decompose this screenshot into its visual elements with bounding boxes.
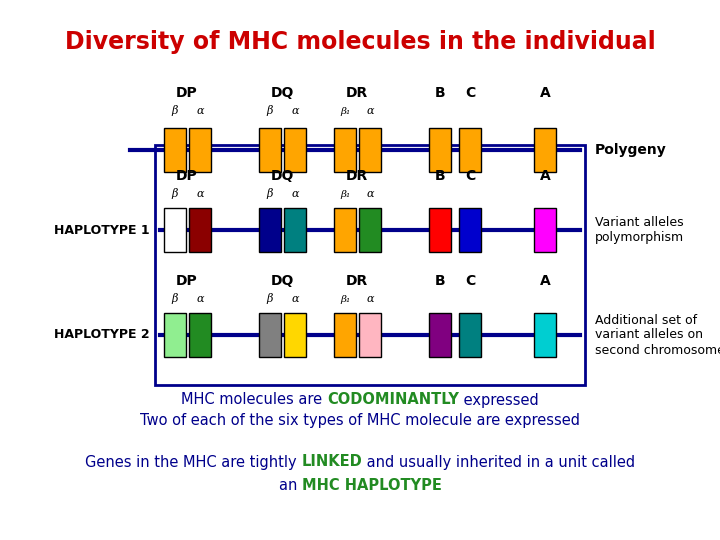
Text: A: A [539,274,550,288]
Text: β₁: β₁ [340,295,350,304]
Text: β₁: β₁ [340,190,350,199]
Bar [259,128,281,172]
Text: A: A [539,86,550,100]
Bar [359,128,381,172]
Text: β: β [172,293,178,304]
Text: HAPLOTYPE 2: HAPLOTYPE 2 [55,328,150,341]
Text: C: C [465,274,475,288]
Text: DQ: DQ [270,169,294,183]
Bar [259,208,281,252]
Bar [284,208,306,252]
Text: CODOMINANTLY: CODOMINANTLY [327,393,459,408]
Text: MHC HAPLOTYPE: MHC HAPLOTYPE [302,477,441,492]
Text: Variant alleles
polymorphism: Variant alleles polymorphism [595,216,684,244]
Bar [534,313,556,357]
Text: DR: DR [346,86,368,100]
Text: DR: DR [346,274,368,288]
Text: C: C [465,86,475,100]
Text: DQ: DQ [270,86,294,100]
Text: Genes in the MHC are tightly: Genes in the MHC are tightly [85,455,301,469]
Text: β: β [172,188,178,199]
Bar [334,208,356,252]
Bar [284,313,306,357]
Text: β: β [172,105,178,116]
Text: α: α [292,294,299,304]
Text: C: C [465,169,475,183]
Text: DP: DP [176,274,198,288]
Text: Two of each of the six types of MHC molecule are expressed: Two of each of the six types of MHC mole… [140,413,580,428]
Text: α: α [292,189,299,199]
Bar [189,128,211,172]
Text: α: α [197,106,204,116]
Bar [359,208,381,252]
Text: α: α [366,294,374,304]
Text: MHC molecules are: MHC molecules are [181,393,327,408]
Text: Diversity of MHC molecules in the individual: Diversity of MHC molecules in the indivi… [65,30,655,54]
Bar [259,313,281,357]
Bar [334,313,356,357]
Bar [164,313,186,357]
Bar [534,208,556,252]
Text: LINKED: LINKED [301,455,362,469]
Bar [284,128,306,172]
Text: α: α [197,294,204,304]
Bar [459,313,481,357]
Text: Additional set of
variant alleles on
second chromosome: Additional set of variant alleles on sec… [595,314,720,356]
Text: HAPLOTYPE 1: HAPLOTYPE 1 [55,224,150,237]
Bar [189,313,211,357]
Bar [429,128,451,172]
Bar [534,128,556,172]
Text: β: β [267,293,273,304]
Bar [155,145,585,385]
Text: α: α [366,106,374,116]
Text: B: B [435,169,445,183]
Bar [429,208,451,252]
Text: B: B [435,274,445,288]
Text: an: an [279,477,302,492]
Text: B: B [435,86,445,100]
Bar [164,128,186,172]
Bar [334,128,356,172]
Bar [164,208,186,252]
Text: DR: DR [346,169,368,183]
Bar [189,208,211,252]
Text: α: α [197,189,204,199]
Bar [459,128,481,172]
Text: expressed: expressed [459,393,539,408]
Text: Polygeny: Polygeny [595,143,667,157]
Text: β: β [267,105,273,116]
Bar [459,208,481,252]
Text: DP: DP [176,169,198,183]
Text: β₁: β₁ [340,107,350,116]
Text: DQ: DQ [270,274,294,288]
Text: α: α [292,106,299,116]
Bar [359,313,381,357]
Text: β: β [267,188,273,199]
Bar [429,313,451,357]
Text: DP: DP [176,86,198,100]
Text: and usually inherited in a unit called: and usually inherited in a unit called [362,455,635,469]
Text: A: A [539,169,550,183]
Text: α: α [366,189,374,199]
